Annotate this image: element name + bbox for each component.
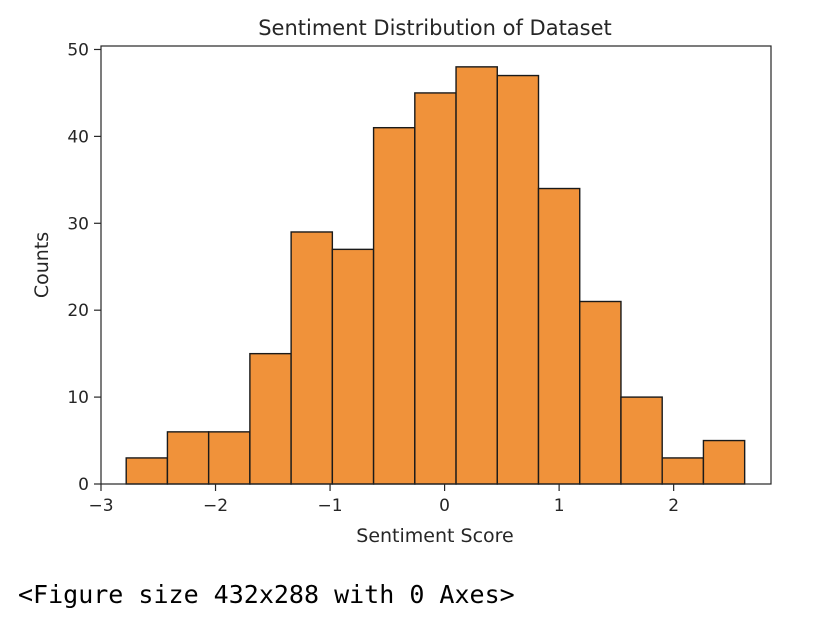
- histogram-bar: [661, 457, 705, 485]
- histogram-bar: [290, 231, 334, 485]
- y-tick-label: 0: [78, 475, 89, 495]
- chart-title: Sentiment Distribution of Dataset: [258, 16, 612, 40]
- y-axis-label: Counts: [31, 232, 53, 298]
- histogram-bar: [166, 431, 210, 485]
- x-tick-label: −2: [203, 496, 228, 516]
- histogram-bar: [455, 66, 498, 485]
- histogram-bar: [125, 457, 169, 485]
- histogram-bar: [207, 431, 251, 485]
- x-axis-label: Sentiment Score: [356, 525, 513, 547]
- histogram-bar: [579, 300, 622, 485]
- histogram-bar: [331, 248, 375, 485]
- histogram-chart: Sentiment Distribution of Dataset −3 −2 −1…: [31, 16, 772, 547]
- y-tick-label: 50: [67, 40, 89, 60]
- y-tick-label: 40: [67, 127, 89, 147]
- histogram-bar: [496, 74, 540, 485]
- x-axis-ticks: −3 −2 −1 0 1 2: [88, 484, 679, 516]
- bars-layer: [125, 66, 746, 485]
- histogram-bar: [537, 187, 581, 485]
- y-tick-label: 10: [67, 388, 89, 408]
- histogram-bar: [372, 126, 416, 485]
- y-tick-label: 30: [67, 214, 89, 234]
- figure-caption: <Figure size 432x288 with 0 Axes>: [18, 580, 515, 609]
- y-tick-label: 20: [67, 301, 89, 321]
- histogram-bar: [620, 396, 663, 485]
- histogram-bar: [249, 352, 292, 485]
- histogram-bar: [702, 439, 746, 485]
- x-tick-label: 0: [439, 496, 450, 516]
- histogram-bar: [414, 92, 457, 485]
- plot-frame: [100, 45, 772, 485]
- x-tick-label: 1: [554, 496, 565, 516]
- x-tick-label: −3: [88, 496, 113, 516]
- y-axis-ticks: 0 10 20 30 40 50: [67, 40, 101, 495]
- x-tick-label: −1: [318, 496, 343, 516]
- x-tick-label: 2: [668, 496, 679, 516]
